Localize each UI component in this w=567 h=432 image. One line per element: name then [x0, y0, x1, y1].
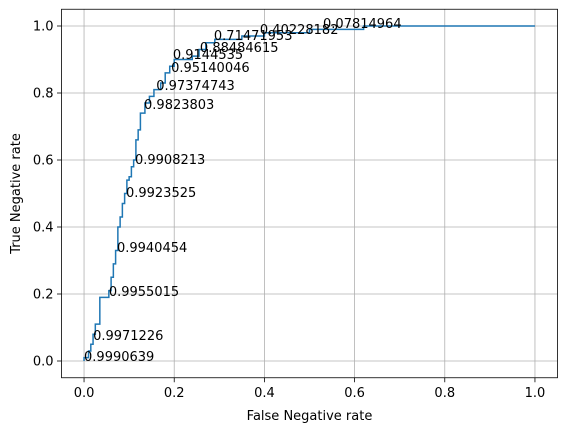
annotation: 0.9955015	[109, 285, 179, 300]
annotation: 0.9923525	[126, 186, 196, 201]
x-axis-label: False Negative rate	[247, 409, 373, 424]
annotation: 0.9823803	[144, 98, 214, 113]
annotation: 0.9990639	[84, 350, 154, 365]
y-tick-label: 0.2	[33, 288, 54, 303]
y-tick-label: 0.0	[33, 355, 54, 370]
annotation: 0.07814964	[323, 17, 402, 32]
x-tick-label: 0.2	[164, 386, 185, 401]
y-tick-label: 0.4	[33, 221, 54, 236]
x-tick-label: 0.6	[344, 386, 365, 401]
annotation: 0.97374743	[156, 79, 235, 94]
plot-frame	[61, 8, 558, 379]
annotation: 0.9971226	[93, 329, 163, 344]
y-tick-label: 1.0	[33, 20, 54, 35]
y-axis-label: True Negative rate	[9, 133, 24, 255]
annotation: 0.88484615	[200, 41, 279, 56]
annotation: 0.95140046	[171, 61, 250, 76]
annotation: 0.71471953	[214, 29, 293, 44]
annotation: 0.9940454	[117, 241, 187, 256]
x-tick-label: 0.8	[434, 386, 455, 401]
annotation: 0.40228182	[260, 23, 339, 38]
x-tick-label: 0.0	[74, 386, 95, 401]
x-tick-label: 1.0	[525, 386, 546, 401]
y-tick-label: 0.8	[33, 87, 54, 102]
annotation: 0.9144535	[173, 48, 243, 63]
annotation: 0.9908213	[135, 153, 205, 168]
curve	[83, 25, 535, 361]
x-tick-label: 0.4	[254, 386, 275, 401]
y-tick-label: 0.6	[33, 154, 54, 169]
